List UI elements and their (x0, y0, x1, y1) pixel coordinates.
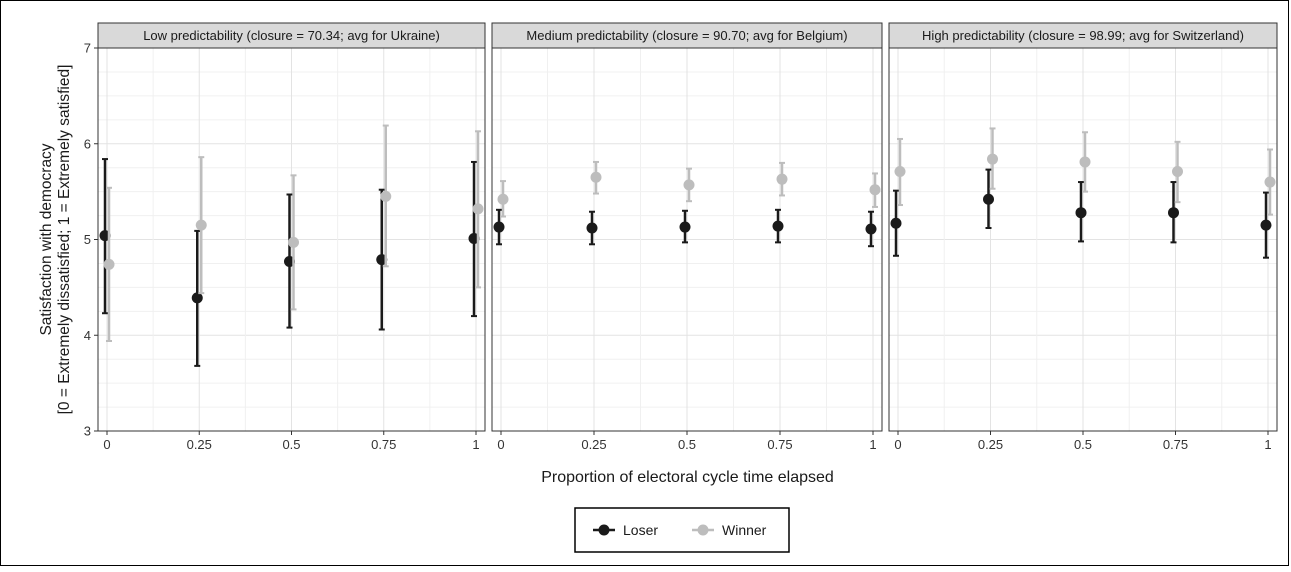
panel-3: High predictability (closure = 98.99; av… (888, 22, 1278, 452)
loser-point (191, 292, 203, 304)
winner-point (472, 203, 484, 215)
winner-point (894, 166, 906, 178)
legend-label: Winner (722, 522, 767, 538)
x-tick-label: 1 (869, 437, 876, 452)
loser-point (1075, 207, 1087, 219)
loser-point (586, 222, 598, 234)
x-tick-label: 0.25 (581, 437, 606, 452)
legend-box (574, 507, 790, 553)
x-tick-label: 0.5 (282, 437, 300, 452)
panel-title: Medium predictability (closure = 90.70; … (526, 28, 847, 43)
winner-point (1172, 166, 1183, 178)
winner-point (1264, 176, 1276, 188)
winner-point (869, 184, 881, 196)
loser-point (772, 220, 784, 232)
panel-strip (491, 22, 883, 49)
y-tick-label: 3 (84, 424, 91, 439)
panel-strip (97, 22, 486, 49)
x-tick-label: 1 (1264, 437, 1271, 452)
y-axis-label-line: Satisfaction with democracy (38, 143, 55, 335)
x-tick-label: 0.5 (678, 437, 696, 452)
x-tick-label: 0 (497, 437, 504, 452)
x-tick-label: 0 (894, 437, 901, 452)
x-tick-label: 0.75 (1163, 437, 1188, 452)
winner-point (195, 219, 207, 231)
y-axis-label-line: [0 = Extremely dissatisfied; 1 = Extreme… (56, 65, 73, 415)
panel-2: Medium predictability (closure = 90.70; … (491, 22, 883, 452)
y-tick-label: 7 (84, 41, 91, 56)
winner-point (987, 153, 998, 165)
panel-1: Low predictability (closure = 70.34; avg… (97, 22, 486, 452)
x-tick-label: 0.5 (1074, 437, 1092, 452)
legend-key-point (697, 524, 709, 536)
x-tick-label: 0.25 (187, 437, 212, 452)
winner-point (497, 193, 509, 205)
legend-label: Loser (623, 522, 658, 538)
y-tick-label: 4 (84, 328, 91, 343)
x-tick-label: 1 (472, 437, 479, 452)
loser-point (1260, 219, 1272, 231)
winner-point (1079, 156, 1091, 168)
panel-strip (888, 22, 1278, 49)
loser-point (890, 217, 902, 229)
legend: Loser Winner (574, 507, 790, 553)
winner-point (288, 236, 299, 248)
panel-title: Low predictability (closure = 70.34; avg… (143, 28, 440, 43)
panel-title: High predictability (closure = 98.99; av… (922, 28, 1244, 43)
x-tick-label: 0.75 (767, 437, 792, 452)
winner-point (776, 173, 788, 185)
legend-key-point (598, 524, 610, 536)
y-tick-label: 5 (84, 232, 91, 247)
loser-point (865, 223, 877, 235)
loser-point (679, 221, 691, 233)
winner-point (103, 258, 115, 270)
y-tick-label: 6 (84, 136, 91, 151)
winner-point (380, 190, 392, 202)
winner-point (590, 171, 602, 183)
loser-point (1168, 207, 1179, 219)
x-tick-label: 0.75 (371, 437, 396, 452)
y-axis-label: Satisfaction with democracy[0 = Extremel… (38, 65, 73, 415)
loser-point (983, 193, 994, 205)
x-tick-label: 0 (103, 437, 110, 452)
loser-point (493, 221, 505, 233)
x-tick-label: 0.25 (978, 437, 1003, 452)
x-axis-label: Proportion of electoral cycle time elaps… (541, 469, 834, 486)
winner-point (683, 179, 695, 191)
